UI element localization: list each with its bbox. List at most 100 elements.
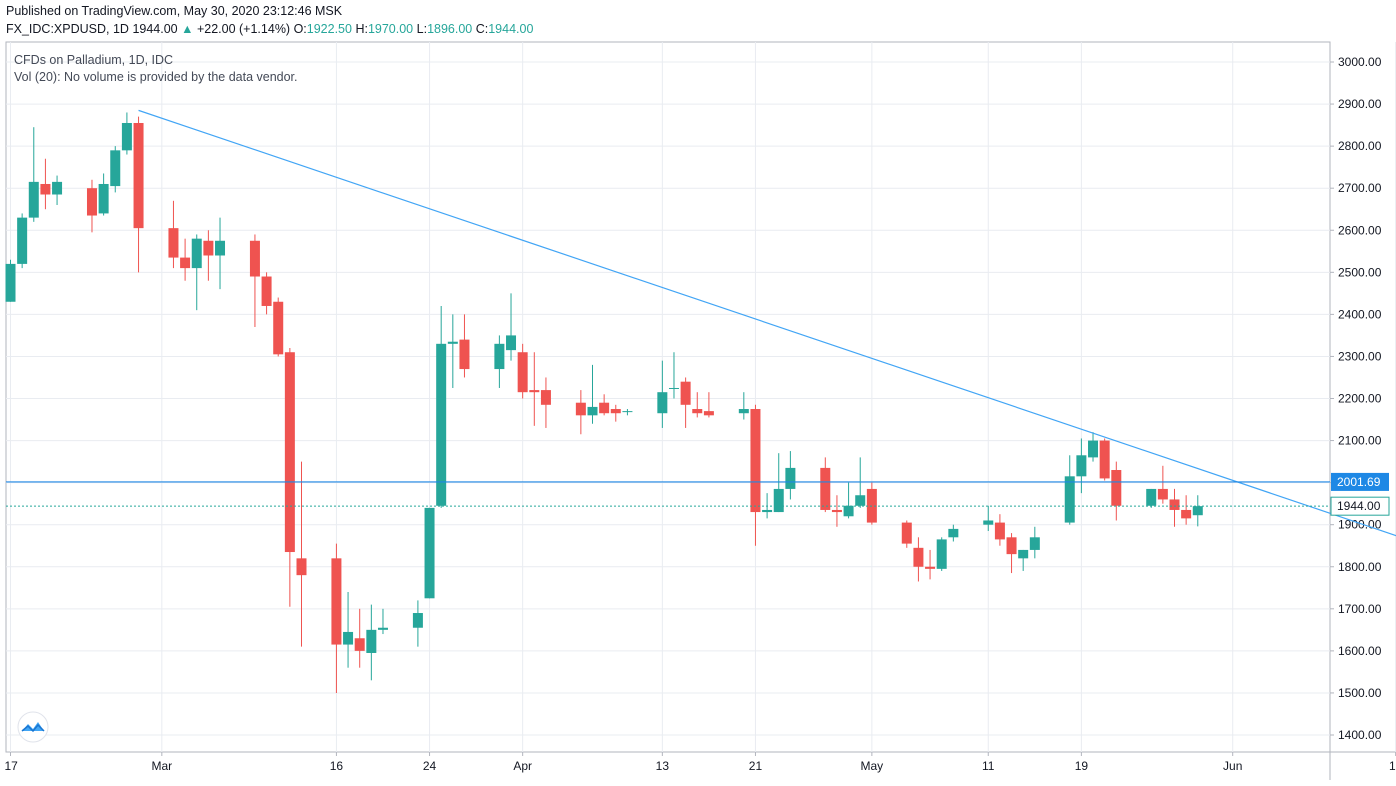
candle[interactable] xyxy=(424,507,435,599)
candle[interactable] xyxy=(599,394,610,416)
candle[interactable] xyxy=(1076,438,1087,494)
candle-body[interactable] xyxy=(191,238,202,269)
candle-body[interactable] xyxy=(680,381,691,405)
candle-body[interactable] xyxy=(668,387,679,389)
candle[interactable] xyxy=(459,314,470,378)
candle-body[interactable] xyxy=(762,509,773,513)
candle-body[interactable] xyxy=(587,406,598,416)
candle[interactable] xyxy=(52,175,63,206)
candle-body[interactable] xyxy=(52,181,63,195)
candle-body[interactable] xyxy=(1099,440,1110,479)
candle[interactable] xyxy=(657,360,668,428)
candle[interactable] xyxy=(284,348,295,607)
candle[interactable] xyxy=(1029,526,1040,559)
candle-body[interactable] xyxy=(983,520,994,525)
candle[interactable] xyxy=(191,234,202,311)
candle-body[interactable] xyxy=(517,352,528,393)
candle[interactable] xyxy=(1157,465,1168,504)
candle-body[interactable] xyxy=(5,263,16,302)
candle[interactable] xyxy=(180,238,191,281)
candle[interactable] xyxy=(168,200,179,269)
candle[interactable] xyxy=(215,217,226,290)
candle-body[interactable] xyxy=(343,631,354,645)
candle[interactable] xyxy=(575,390,586,435)
candle-body[interactable] xyxy=(622,411,633,413)
candle[interactable] xyxy=(377,608,388,635)
candle-body[interactable] xyxy=(540,390,551,405)
candle-body[interactable] xyxy=(284,352,295,553)
candle[interactable] xyxy=(540,377,551,428)
candle-body[interactable] xyxy=(180,257,191,269)
candle-body[interactable] xyxy=(121,122,132,151)
candle[interactable] xyxy=(506,293,517,361)
candle-body[interactable] xyxy=(424,507,435,599)
candle[interactable] xyxy=(703,392,714,418)
candle[interactable] xyxy=(1018,549,1029,571)
candle-body[interactable] xyxy=(529,390,540,393)
candle[interactable] xyxy=(773,453,784,513)
candles[interactable] xyxy=(5,112,1203,693)
candle-body[interactable] xyxy=(901,522,912,544)
candle-body[interactable] xyxy=(1157,488,1168,500)
candle-body[interactable] xyxy=(203,240,214,256)
candle[interactable] xyxy=(1181,495,1192,525)
candle-body[interactable] xyxy=(331,558,342,645)
candle-body[interactable] xyxy=(459,339,470,370)
candle-body[interactable] xyxy=(447,341,458,344)
candle[interactable] xyxy=(587,364,598,424)
candle[interactable] xyxy=(668,352,679,399)
candle[interactable] xyxy=(622,409,633,416)
candle-body[interactable] xyxy=(354,638,365,651)
candle[interactable] xyxy=(261,272,272,315)
candle[interactable] xyxy=(249,234,260,327)
candle-body[interactable] xyxy=(506,335,517,351)
candle-body[interactable] xyxy=(692,409,703,414)
tradingview-logo-icon[interactable] xyxy=(17,711,49,743)
candle-body[interactable] xyxy=(215,240,226,256)
candle-body[interactable] xyxy=(1006,537,1017,555)
candle-body[interactable] xyxy=(831,509,842,513)
candle-body[interactable] xyxy=(599,402,610,414)
candle-body[interactable] xyxy=(296,558,307,576)
candle[interactable] xyxy=(40,158,51,210)
candle[interactable] xyxy=(948,524,959,542)
candle[interactable] xyxy=(447,314,458,388)
price-axis[interactable]: 1400.00 1500.00 1600.00 1700.00 1800.00 1900.… xyxy=(1330,55,1382,742)
candle[interactable] xyxy=(866,482,877,525)
candle-body[interactable] xyxy=(1076,455,1087,477)
candle[interactable] xyxy=(1064,455,1075,525)
candle[interactable] xyxy=(1099,438,1110,481)
candle-body[interactable] xyxy=(261,276,272,306)
candle[interactable] xyxy=(529,352,540,426)
candle-body[interactable] xyxy=(1018,549,1029,559)
candle-body[interactable] xyxy=(773,488,784,513)
candle[interactable] xyxy=(1088,432,1099,462)
candle[interactable] xyxy=(843,482,854,519)
candle[interactable] xyxy=(5,259,16,302)
candle-body[interactable] xyxy=(657,392,668,414)
candle-body[interactable] xyxy=(86,188,97,216)
candle-body[interactable] xyxy=(855,495,866,506)
candle-body[interactable] xyxy=(1064,476,1075,523)
candle-body[interactable] xyxy=(843,505,854,517)
candle-body[interactable] xyxy=(1192,506,1203,516)
candle[interactable] xyxy=(494,335,505,388)
candle-body[interactable] xyxy=(820,467,831,510)
candle-body[interactable] xyxy=(133,122,144,229)
candle-body[interactable] xyxy=(28,181,39,218)
candle[interactable] xyxy=(436,305,447,508)
candle[interactable] xyxy=(994,514,1005,546)
candle[interactable] xyxy=(1146,488,1157,508)
candle-body[interactable] xyxy=(610,409,621,414)
candle-body[interactable] xyxy=(703,411,714,416)
candle-body[interactable] xyxy=(936,539,947,569)
candle[interactable] xyxy=(925,549,936,580)
candle[interactable] xyxy=(901,520,912,548)
candle-body[interactable] xyxy=(1111,470,1122,506)
candle[interactable] xyxy=(831,495,842,527)
candle-body[interactable] xyxy=(366,629,377,653)
candle[interactable] xyxy=(1192,495,1203,527)
candle-body[interactable] xyxy=(925,566,936,569)
candle[interactable] xyxy=(366,604,377,681)
